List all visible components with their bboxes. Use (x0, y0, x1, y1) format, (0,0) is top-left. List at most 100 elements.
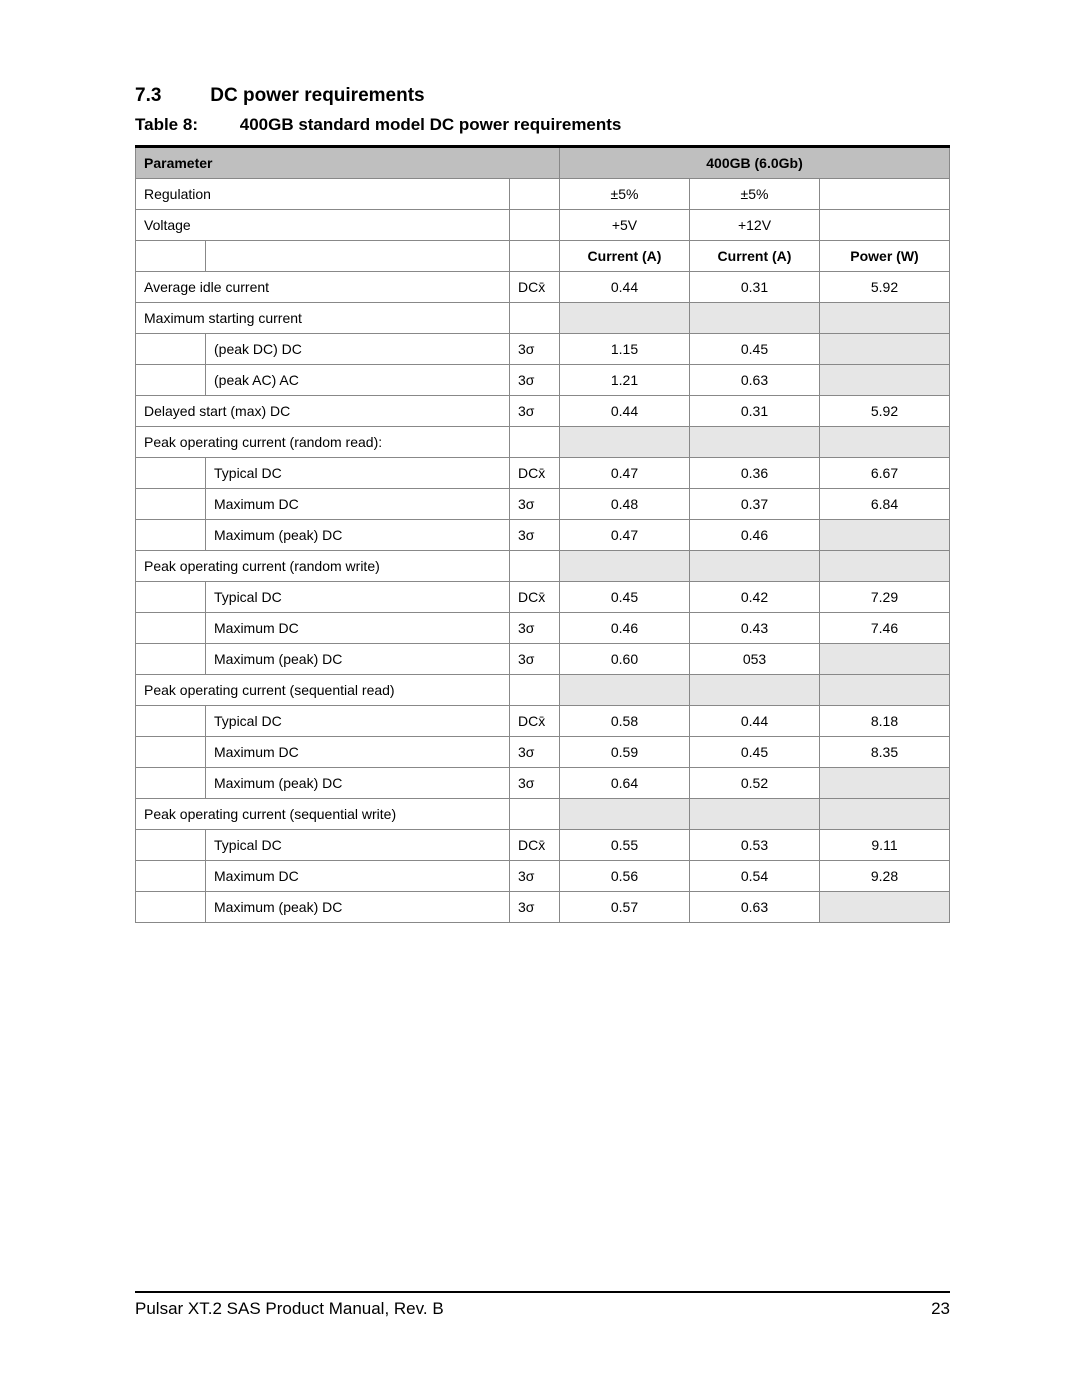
table-row: Maximum (peak) DC 3σ 0.60 053 (136, 644, 950, 675)
section-number: 7.3 (135, 85, 205, 107)
val-power: 8.35 (820, 737, 950, 768)
cell-shaded (560, 303, 690, 334)
table-row: Maximum starting current (136, 303, 950, 334)
cell-empty (136, 458, 206, 489)
cell-shaded (820, 427, 950, 458)
table-row: Typical DC DCx̄ 0.47 0.36 6.67 (136, 458, 950, 489)
param-label: (peak AC) AC (206, 365, 510, 396)
val-power: 5.92 (820, 272, 950, 303)
stat-cell: 3σ (510, 489, 560, 520)
table-row: Typical DC DCx̄ 0.55 0.53 9.11 (136, 830, 950, 861)
val-5v: 0.64 (560, 768, 690, 799)
col-power: Power (W) (820, 241, 950, 272)
val-12v: 0.54 (690, 861, 820, 892)
val-12v: 0.31 (690, 396, 820, 427)
table-prefix: Table 8: (135, 115, 235, 135)
regulation-row: Regulation ±5% ±5% (136, 179, 950, 210)
stat-cell: 3σ (510, 861, 560, 892)
param-label: Maximum starting current (136, 303, 510, 334)
page-footer: Pulsar XT.2 SAS Product Manual, Rev. B 2… (135, 1291, 950, 1319)
param-label: (peak DC) DC (206, 334, 510, 365)
cell-empty (136, 861, 206, 892)
table-row: Peak operating current (sequential write… (136, 799, 950, 830)
val-power: 5.92 (820, 396, 950, 427)
dc-power-table: Parameter 400GB (6.0Gb) Regulation ±5% ±… (135, 145, 950, 923)
table-row: (peak DC) DC 3σ 1.15 0.45 (136, 334, 950, 365)
val-5v: 0.44 (560, 272, 690, 303)
section-heading: 7.3 DC power requirements (135, 85, 950, 107)
stat-cell: 3σ (510, 396, 560, 427)
section-title: DC power requirements (210, 85, 424, 106)
cell-empty (510, 303, 560, 334)
val-power: 9.11 (820, 830, 950, 861)
table-row: Maximum DC 3σ 0.48 0.37 6.84 (136, 489, 950, 520)
param-label: Maximum (peak) DC (206, 768, 510, 799)
cell-shaded (820, 551, 950, 582)
cell-shaded (820, 892, 950, 923)
val-power: 7.46 (820, 613, 950, 644)
cell-shaded (820, 675, 950, 706)
stat-cell: 3σ (510, 644, 560, 675)
cell-shaded (690, 303, 820, 334)
param-label: Maximum DC (206, 861, 510, 892)
table-row: Maximum (peak) DC 3σ 0.64 0.52 (136, 768, 950, 799)
val-12v: 0.46 (690, 520, 820, 551)
stat-cell: 3σ (510, 768, 560, 799)
cell-shaded (560, 427, 690, 458)
table-row: Maximum DC 3σ 0.46 0.43 7.46 (136, 613, 950, 644)
table-row: Peak operating current (random write) (136, 551, 950, 582)
val-5v: 0.45 (560, 582, 690, 613)
val-5v: 0.46 (560, 613, 690, 644)
table-row: Typical DC DCx̄ 0.58 0.44 8.18 (136, 706, 950, 737)
reg-12v: ±5% (690, 179, 820, 210)
stat-cell: 3σ (510, 365, 560, 396)
param-label: Delayed start (max) DC (136, 396, 510, 427)
val-12v: 0.45 (690, 737, 820, 768)
stat-cell: 3σ (510, 334, 560, 365)
param-label: Typical DC (206, 582, 510, 613)
cell-empty (136, 644, 206, 675)
val-12v: 0.36 (690, 458, 820, 489)
footer-page-number: 23 (931, 1299, 950, 1319)
cell-empty (136, 737, 206, 768)
cell-empty (136, 241, 206, 272)
stat-cell: DCx̄ (510, 458, 560, 489)
voltage-label: Voltage (136, 210, 510, 241)
column-header-row: Current (A) Current (A) Power (W) (136, 241, 950, 272)
table-row: Maximum (peak) DC 3σ 0.47 0.46 (136, 520, 950, 551)
cell-shaded (820, 303, 950, 334)
val-5v: 0.60 (560, 644, 690, 675)
cell-empty (510, 551, 560, 582)
stat-cell: DCx̄ (510, 582, 560, 613)
param-label: Maximum DC (206, 489, 510, 520)
param-label: Peak operating current (random read): (136, 427, 510, 458)
table-row: Peak operating current (sequential read) (136, 675, 950, 706)
param-label: Peak operating current (sequential write… (136, 799, 510, 830)
cell-shaded (690, 799, 820, 830)
val-12v: 0.37 (690, 489, 820, 520)
regulation-label: Regulation (136, 179, 510, 210)
val-power: 8.18 (820, 706, 950, 737)
val-power: 6.67 (820, 458, 950, 489)
stat-cell: 3σ (510, 613, 560, 644)
table-row: Maximum DC 3σ 0.59 0.45 8.35 (136, 737, 950, 768)
val-12v: 0.42 (690, 582, 820, 613)
cell-shaded (690, 551, 820, 582)
cell-empty (510, 799, 560, 830)
val-5v: 0.59 (560, 737, 690, 768)
cell-empty (136, 768, 206, 799)
param-label: Maximum DC (206, 737, 510, 768)
reg-5v: ±5% (560, 179, 690, 210)
col-current-12v: Current (A) (690, 241, 820, 272)
val-5v: 1.15 (560, 334, 690, 365)
val-power: 7.29 (820, 582, 950, 613)
cell-empty (510, 179, 560, 210)
table-row: (peak AC) AC 3σ 1.21 0.63 (136, 365, 950, 396)
cell-shaded (820, 799, 950, 830)
cell-empty (136, 613, 206, 644)
val-5v: 0.55 (560, 830, 690, 861)
val-12v: 0.53 (690, 830, 820, 861)
val-5v: 0.58 (560, 706, 690, 737)
table-row: Peak operating current (random read): (136, 427, 950, 458)
stat-cell: 3σ (510, 737, 560, 768)
